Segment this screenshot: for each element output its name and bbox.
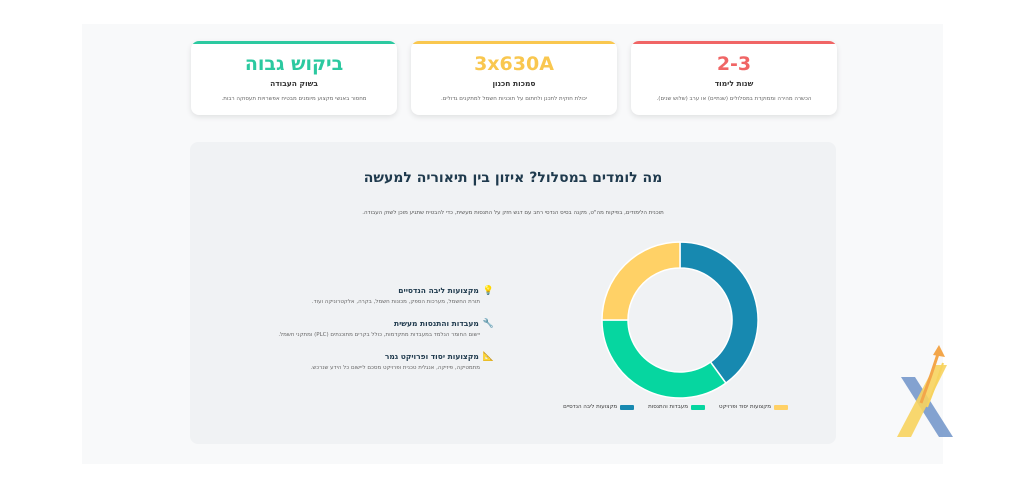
legend-swatch bbox=[773, 404, 788, 410]
feature-title-row: 📐מקצועות יסוד ופרויקט גמר bbox=[282, 352, 494, 362]
stat-value: 2-3 bbox=[716, 53, 752, 75]
stat-card-planning-authority: 3x630A סמכות חכנון יכולת חוקית לתכנן ולח… bbox=[411, 41, 617, 115]
legend-label: מקצועות יסוד ופרויקט bbox=[718, 404, 771, 410]
donut-slice-2[interactable] bbox=[601, 241, 681, 321]
feature-core-subjects: 💡מקצועות ליבה הנדסיים תורת החשמל, מערכות… bbox=[282, 286, 494, 305]
stat-description: יכולת חוקית לתכנן ולחתום על תוכניות חשמל… bbox=[440, 96, 587, 102]
legend-item[interactable]: מעבדות והתנסות bbox=[648, 404, 705, 410]
feature-description: תורת החשמל, מערכות הספק, מכונות חשמל, בק… bbox=[311, 299, 480, 305]
stat-card-high-demand: ביקוש גבוה בשוק העבודה מחסור באנשי מקצוע… bbox=[191, 41, 397, 115]
stat-card-study-years: 2-3 שנות לימוד הכשרה מהירה וממוקדת במסלו… bbox=[631, 41, 837, 115]
feature-description: יישום החומר הנלמד במעבדות מתקדמות, כולל … bbox=[278, 332, 480, 338]
donut-slice-0[interactable] bbox=[679, 241, 759, 385]
card-accent-bar bbox=[411, 41, 617, 44]
feature-title-row: 💡מקצועות ליבה הנדסיים bbox=[282, 286, 494, 296]
stat-value: ביקוש גבוה bbox=[244, 53, 344, 75]
feature-labs: 🔧מעבדות והתנסות מעשית יישום החומר הנלמד … bbox=[278, 319, 494, 338]
section-title: מה לומדים במסלול? איזון בין תיאוריה למעש… bbox=[363, 170, 663, 186]
card-accent-bar bbox=[191, 41, 397, 44]
stat-label: בשוק העבודה bbox=[270, 79, 318, 88]
legend-item[interactable]: מקצועות יסוד ופרויקט bbox=[719, 404, 788, 410]
legend-label: מעבדות והתנסות bbox=[648, 404, 688, 410]
ruler-icon: 📐 bbox=[482, 352, 494, 362]
donut-slice-1[interactable] bbox=[601, 319, 727, 399]
brand-logo-icon bbox=[897, 345, 953, 437]
feature-title: מעבדות והתנסות מעשית bbox=[393, 319, 479, 328]
feature-foundation-project: 📐מקצועות יסוד ופרויקט גמר מתמטיקה, פיזיק… bbox=[282, 352, 494, 371]
lightbulb-icon: 💡 bbox=[482, 286, 494, 296]
section-intro: תוכנית הלימודים, בפיקוח מה"ט, מקנה בסיס … bbox=[362, 210, 664, 216]
stat-description: הכשרה מהירה וממוקדת במסלולים (שנתיים) או… bbox=[656, 96, 812, 102]
page-container: 2-3 שנות לימוד הכשרה מהירה וממוקדת במסלו… bbox=[82, 24, 943, 464]
stat-description: מחסור באנשי מקצוע מיומנים מבטיח אפשרויות… bbox=[221, 96, 367, 102]
stat-value: 3x630A bbox=[474, 53, 554, 75]
curriculum-donut-chart bbox=[601, 241, 759, 399]
curriculum-section: מה לומדים במסלול? איזון בין תיאוריה למעש… bbox=[190, 142, 836, 444]
stat-label: שנות לימוד bbox=[714, 79, 754, 88]
card-accent-bar bbox=[631, 41, 837, 44]
stat-label: סמכות חכנון bbox=[492, 79, 536, 88]
feature-title-row: 🔧מעבדות והתנסות מעשית bbox=[282, 319, 494, 329]
legend-label: מקצועות ליבה הנדסיים bbox=[563, 404, 618, 410]
legend-swatch bbox=[620, 404, 635, 410]
feature-title: מקצועות יסוד ופרויקט גמר bbox=[384, 352, 479, 361]
legend-item[interactable]: מקצועות ליבה הנדסיים bbox=[563, 404, 635, 410]
feature-title: מקצועות ליבה הנדסיים bbox=[398, 286, 479, 295]
feature-description: מתמטיקה, פיזיקה, אנגלית טכנית ופרויקט מס… bbox=[310, 365, 480, 371]
wrench-icon: 🔧 bbox=[482, 319, 494, 329]
legend-swatch bbox=[690, 404, 705, 410]
chart-legend: מקצועות ליבה הנדסיים מעבדות והתנסות מקצועו… bbox=[563, 404, 788, 410]
